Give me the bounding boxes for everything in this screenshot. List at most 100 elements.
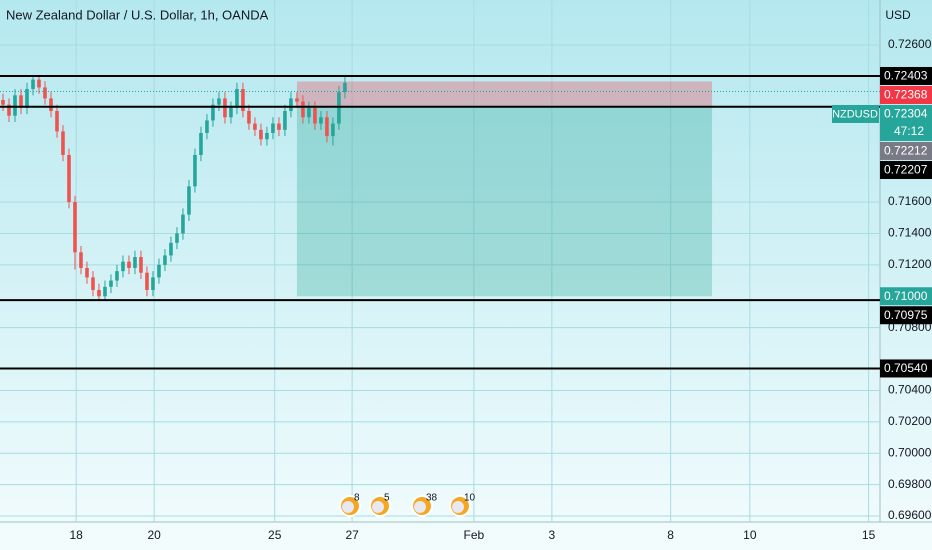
countdown: 47:12 [894, 124, 924, 138]
event-count: 38 [426, 493, 438, 504]
candle-body [325, 117, 329, 137]
candle-body [163, 255, 167, 265]
candle-body [253, 123, 257, 130]
axes: 0.726000.716000.714000.712000.708000.704… [70, 37, 932, 542]
price-label-box [880, 141, 932, 160]
price-label: 0.72368 [884, 88, 928, 102]
candle-body [307, 107, 311, 118]
candle-body [97, 289, 101, 297]
candle-body [277, 123, 281, 130]
price-label-box [880, 85, 932, 104]
price-label: 0.72207 [884, 163, 928, 177]
candle-body [1, 100, 5, 105]
candle-body [121, 261, 125, 272]
grid [0, 0, 880, 522]
position-reward-zone [296, 105, 713, 297]
candle-body [67, 154, 71, 203]
candle-body [223, 98, 227, 118]
x-tick-label: 27 [345, 528, 359, 542]
candle-body [289, 98, 293, 111]
y-tick-label: 0.69800 [888, 477, 932, 491]
candle-body [211, 104, 215, 121]
price-label-box [880, 359, 932, 378]
candle-body [145, 272, 149, 290]
candle-body [85, 267, 89, 278]
y-tick-label: 0.71400 [888, 226, 932, 240]
candle-body [217, 98, 221, 105]
y-tick-label: 0.70000 [888, 445, 932, 459]
symbol-label: NZDUSD [832, 108, 878, 120]
candle-body [151, 277, 155, 290]
y-tick-label: 0.70200 [888, 414, 932, 428]
candle-body [319, 117, 323, 124]
event-count: 10 [464, 493, 476, 504]
candle-body [31, 79, 35, 90]
candle-body [157, 264, 161, 278]
candle-body [79, 252, 83, 268]
candle-body [265, 132, 269, 140]
candle-body [139, 256, 143, 273]
x-tick-label: 18 [70, 528, 84, 542]
y-tick-label: 0.71600 [888, 194, 932, 208]
candle-body [133, 256, 137, 268]
price-label-box [880, 287, 932, 306]
price-label-box [880, 104, 932, 141]
candle-body [271, 123, 275, 133]
x-tick-label: 25 [268, 528, 282, 542]
candle-body [169, 242, 173, 256]
x-tick-label: 10 [743, 528, 757, 542]
candle-body [55, 110, 59, 132]
y-tick-label: 0.69600 [888, 508, 932, 522]
candle-body [103, 286, 107, 297]
candle-body [343, 82, 347, 93]
candle-body [331, 123, 335, 137]
event-count: 8 [354, 493, 360, 504]
candle-body [37, 79, 41, 88]
price-label: 0.70540 [884, 361, 928, 375]
y-tick-label: 0.71200 [888, 257, 932, 271]
candle-body [109, 280, 113, 287]
candle-body [61, 131, 65, 155]
candle-body [25, 89, 29, 108]
event-count: 5 [384, 493, 390, 504]
currency[interactable]: USD [885, 8, 911, 22]
event-flag [372, 501, 384, 513]
price-label-box [880, 160, 932, 179]
candle-body [283, 110, 287, 130]
candle-body [199, 132, 203, 155]
candle-body [241, 89, 245, 111]
candle-body [235, 89, 239, 108]
price-label-box [880, 306, 932, 325]
price-label: 0.70975 [884, 308, 928, 322]
price-label: 0.72212 [884, 144, 928, 158]
candle-body [259, 129, 263, 140]
candle-body [337, 92, 341, 124]
candle-body [295, 98, 299, 102]
candle-body [73, 202, 77, 253]
chart-title: New Zealand Dollar / U.S. Dollar, 1h, OA… [6, 7, 269, 22]
x-tick-label: 8 [667, 528, 674, 542]
candle-body [247, 110, 251, 124]
price-label-box [880, 66, 932, 85]
y-tick-label: 0.70400 [888, 383, 932, 397]
candle-body [187, 186, 191, 215]
event-flag [342, 501, 354, 513]
candle-body [7, 104, 11, 116]
candle-body [205, 120, 209, 133]
plot: 8 5 38 10 [0, 74, 880, 517]
candle-body [229, 107, 233, 118]
candle-body [115, 271, 119, 281]
x-tick-label: 15 [862, 528, 876, 542]
candle-body [13, 95, 17, 116]
candle-body [43, 87, 47, 99]
candle-body [181, 214, 185, 234]
event-flag [452, 501, 464, 513]
position-risk-zone [296, 81, 713, 106]
candle-body [91, 277, 95, 290]
candle-body [127, 261, 131, 268]
candle-body [193, 154, 197, 187]
candle-body [313, 107, 317, 124]
x-tick-label: 20 [147, 528, 161, 542]
